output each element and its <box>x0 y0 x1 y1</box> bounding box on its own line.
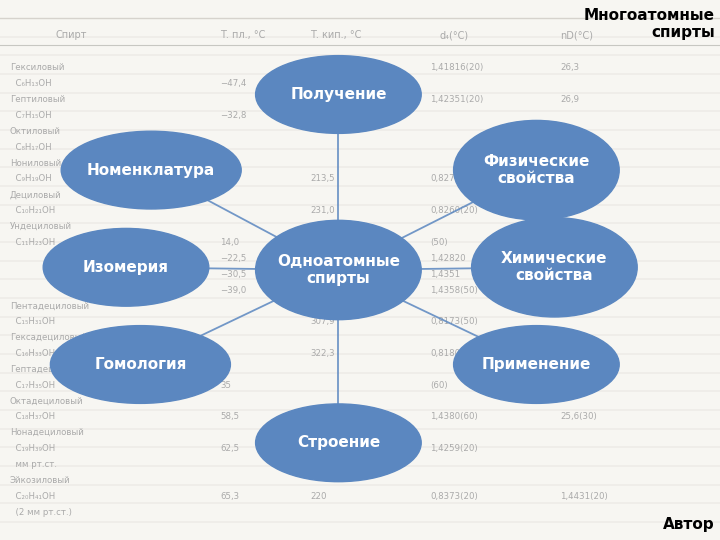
Text: Нониловый: Нониловый <box>10 159 61 167</box>
Text: Ундециловый: Ундециловый <box>10 222 72 231</box>
Text: C₇H₁₅OH: C₇H₁₅OH <box>10 111 52 120</box>
Text: C₁₈H₃₇OH: C₁₈H₃₇OH <box>10 413 55 421</box>
Text: −47,4: −47,4 <box>220 79 246 89</box>
Text: (60): (60) <box>430 381 448 390</box>
Ellipse shape <box>256 56 421 133</box>
Text: C₂₀H₄₁OH: C₂₀H₄₁OH <box>10 492 55 501</box>
Ellipse shape <box>61 131 241 209</box>
Ellipse shape <box>454 326 619 403</box>
Text: 65,3: 65,3 <box>220 492 239 501</box>
Text: C₁₁H₂₃OH: C₁₁H₂₃OH <box>10 238 55 247</box>
Text: Физические
свойства: Физические свойства <box>483 154 590 186</box>
Text: 35: 35 <box>220 381 231 390</box>
Text: 1,4351: 1,4351 <box>430 269 460 279</box>
Text: C₁₅H₃₁OH: C₁₅H₃₁OH <box>10 317 55 326</box>
Text: Гексадециловый: Гексадециловый <box>10 333 87 342</box>
Ellipse shape <box>454 120 619 220</box>
Text: 1,42351(20): 1,42351(20) <box>430 95 483 104</box>
Text: C₁₉H₃₉OH: C₁₉H₃₉OH <box>10 444 55 453</box>
Text: 247,8: 247,8 <box>310 238 335 247</box>
Ellipse shape <box>256 404 421 482</box>
Text: 231,0: 231,0 <box>310 206 335 215</box>
Text: Т. кип., °С: Т. кип., °С <box>310 30 361 40</box>
Text: Многоатомные
спирты: Многоатомные спирты <box>584 8 715 40</box>
Text: 0,8270(20): 0,8270(20) <box>430 174 478 184</box>
Text: Гептадециловый: Гептадециловый <box>10 365 88 374</box>
Text: nD(°С): nD(°С) <box>560 30 593 40</box>
Ellipse shape <box>256 220 421 320</box>
Text: 1,4259(20): 1,4259(20) <box>430 444 477 453</box>
Text: 1,43918(20): 1,43918(20) <box>560 238 613 247</box>
Ellipse shape <box>50 326 230 403</box>
Text: Одноатомные
спирты: Одноатомные спирты <box>277 254 400 286</box>
Text: C₁₀H₂₁OH: C₁₀H₂₁OH <box>10 206 55 215</box>
Text: −32,8: −32,8 <box>220 111 246 120</box>
Text: C₉H₁₉OH: C₉H₁₉OH <box>10 174 52 184</box>
Text: 14,0: 14,0 <box>220 238 239 247</box>
Text: 0,8260(20): 0,8260(20) <box>430 206 478 215</box>
Text: 1,4358(50): 1,4358(50) <box>430 286 478 294</box>
Text: Применение: Применение <box>482 357 591 372</box>
Text: 307,9: 307,9 <box>310 317 335 326</box>
Text: −39,0: −39,0 <box>220 286 246 294</box>
Text: 1,4431(20): 1,4431(20) <box>560 492 608 501</box>
Text: 1,4380(60): 1,4380(60) <box>430 413 478 421</box>
Text: 58,5: 58,5 <box>220 413 239 421</box>
Text: C₈H₁₇OH: C₈H₁₇OH <box>10 143 52 152</box>
Text: 220: 220 <box>310 492 326 501</box>
Text: C₆H₁₃OH: C₆H₁₃OH <box>10 79 52 89</box>
Text: 26,9: 26,9 <box>560 95 579 104</box>
Text: −22,5: −22,5 <box>220 254 246 263</box>
Text: Номенклатура: Номенклатура <box>87 163 215 178</box>
Text: (50): (50) <box>430 238 448 247</box>
Text: −30,5: −30,5 <box>220 269 246 279</box>
Text: Дециловый: Дециловый <box>10 190 62 199</box>
Text: Эйкозиловый: Эйкозиловый <box>10 476 71 485</box>
Text: 213,5: 213,5 <box>310 174 335 184</box>
Text: Нонадециловый: Нонадециловый <box>10 428 84 437</box>
Text: Химические
свойства: Химические свойства <box>501 251 608 284</box>
Text: Спирт: Спирт <box>55 30 86 40</box>
Text: C₁₇H₃₅OH: C₁₇H₃₅OH <box>10 381 55 390</box>
Text: Гомология: Гомология <box>94 357 186 372</box>
Text: 0,8173(50): 0,8173(50) <box>430 317 478 326</box>
Text: C₁₆H₃₃OH: C₁₆H₃₃OH <box>10 349 55 358</box>
Text: 0,8373(20): 0,8373(20) <box>430 492 478 501</box>
Text: 1,42820: 1,42820 <box>430 254 466 263</box>
Text: 322,3: 322,3 <box>310 349 335 358</box>
Text: Т. пл., °С: Т. пл., °С <box>220 30 266 40</box>
Text: Гексиловый: Гексиловый <box>10 63 65 72</box>
Text: Октадециловый: Октадециловый <box>10 396 84 406</box>
Text: Автор: Автор <box>663 517 715 532</box>
Text: Получение: Получение <box>290 87 387 102</box>
Ellipse shape <box>472 218 637 317</box>
Text: Изомерия: Изомерия <box>83 260 169 275</box>
Text: Строение: Строение <box>297 435 380 450</box>
Text: 62,5: 62,5 <box>220 444 239 453</box>
Ellipse shape <box>43 228 209 306</box>
Text: мм рт.ст.: мм рт.ст. <box>10 460 57 469</box>
Text: Октиловый: Октиловый <box>10 127 61 136</box>
Text: Гептиловый: Гептиловый <box>10 95 66 104</box>
Text: Пентадециловый: Пентадециловый <box>10 301 89 310</box>
Text: 26,3: 26,3 <box>560 63 579 72</box>
Text: 25,6(30): 25,6(30) <box>560 413 597 421</box>
Text: (2 мм рт.ст.): (2 мм рт.ст.) <box>10 508 72 517</box>
Text: d₄(°С): d₄(°С) <box>440 30 469 40</box>
Text: 0,8180(50): 0,8180(50) <box>430 349 478 358</box>
Text: 1,41816(20): 1,41816(20) <box>430 63 483 72</box>
